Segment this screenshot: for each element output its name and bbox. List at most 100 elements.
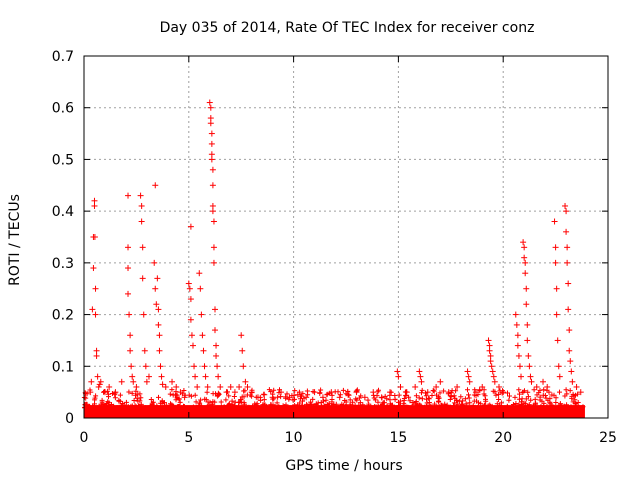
data-point	[569, 378, 576, 385]
data-point	[155, 306, 162, 313]
data-point	[551, 218, 558, 225]
data-point	[387, 389, 394, 396]
data-point	[491, 378, 498, 385]
data-point	[286, 394, 293, 401]
data-point	[520, 239, 527, 246]
data-point	[101, 389, 108, 396]
data-point	[516, 363, 523, 370]
data-point	[204, 383, 211, 390]
data-point	[209, 208, 216, 215]
data-point	[242, 378, 249, 385]
data-point	[91, 202, 98, 209]
data-point	[197, 285, 204, 292]
data-point	[528, 378, 535, 385]
data-point	[217, 383, 224, 390]
data-point	[207, 104, 214, 111]
y-tick-label: 0	[65, 411, 74, 427]
x-axis: 0 5 10 15 20 25	[80, 56, 617, 446]
data-point	[523, 285, 530, 292]
data-point	[370, 389, 377, 396]
data-point	[361, 394, 368, 401]
data-point	[487, 352, 494, 359]
data-point	[454, 383, 461, 390]
data-point	[138, 218, 145, 225]
data-point	[188, 332, 195, 339]
data-point	[490, 373, 497, 380]
data-point	[261, 391, 268, 398]
data-point	[91, 197, 98, 204]
data-point	[515, 352, 522, 359]
data-point	[187, 316, 194, 323]
data-point	[210, 244, 217, 251]
data-point	[158, 373, 165, 380]
data-point	[106, 383, 113, 390]
data-point	[209, 202, 216, 209]
data-point	[437, 378, 444, 385]
data-point	[189, 342, 196, 349]
data-point	[196, 270, 203, 277]
data-point	[97, 378, 104, 385]
data-point	[566, 327, 573, 334]
data-point	[573, 383, 580, 390]
data-point	[210, 259, 217, 266]
data-point	[125, 290, 132, 297]
data-point	[199, 332, 206, 339]
data-point	[95, 383, 102, 390]
data-point	[563, 208, 570, 215]
data-point	[465, 373, 472, 380]
data-point	[433, 383, 440, 390]
data-point	[353, 389, 360, 396]
data-point	[544, 383, 551, 390]
data-point	[93, 352, 100, 359]
data-point	[157, 363, 164, 370]
data-point	[486, 342, 493, 349]
data-point	[553, 311, 560, 318]
data-point	[513, 321, 520, 328]
chart-title: Day 035 of 2014, Rate Of TEC Index for r…	[160, 20, 535, 36]
data-point	[87, 389, 94, 396]
data-point	[294, 391, 301, 398]
data-point	[213, 352, 220, 359]
data-point	[152, 182, 159, 189]
data-point	[466, 378, 473, 385]
x-tick-label: 0	[80, 430, 89, 446]
data-point	[187, 223, 194, 230]
data-point	[94, 373, 101, 380]
data-point	[496, 383, 503, 390]
data-point	[566, 347, 573, 354]
data-point	[522, 270, 529, 277]
data-point	[240, 363, 247, 370]
data-point	[412, 383, 419, 390]
data-point	[488, 363, 495, 370]
data-point	[125, 265, 132, 272]
data-point	[92, 311, 99, 318]
data-point	[127, 347, 134, 354]
data-point	[397, 383, 404, 390]
data-point	[173, 383, 180, 390]
data-point	[145, 373, 152, 380]
data-point	[215, 373, 222, 380]
data-point	[540, 378, 547, 385]
data-point	[403, 389, 410, 396]
data-point	[552, 259, 559, 266]
data-point	[524, 321, 531, 328]
data-point	[143, 378, 150, 385]
data-point	[479, 383, 486, 390]
data-point	[130, 378, 137, 385]
data-point	[336, 394, 343, 401]
data-point	[181, 394, 188, 401]
data-point	[417, 373, 424, 380]
data-point	[500, 389, 507, 396]
data-point	[159, 381, 166, 388]
data-point	[133, 383, 140, 390]
x-tick-label: 25	[599, 430, 617, 446]
data-point	[231, 389, 238, 396]
data-point	[201, 363, 208, 370]
data-point	[198, 311, 205, 318]
data-point	[236, 383, 243, 390]
data-point	[514, 332, 521, 339]
data-point	[567, 358, 574, 365]
data-point	[485, 337, 492, 344]
data-point	[212, 306, 218, 313]
